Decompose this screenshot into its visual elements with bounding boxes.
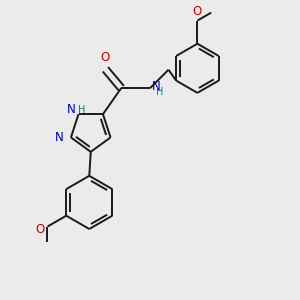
Text: O: O [35,223,45,236]
Text: H: H [157,88,164,98]
Text: O: O [193,5,202,18]
Text: N: N [55,131,64,144]
Text: N: N [152,80,160,93]
Text: O: O [101,51,110,64]
Text: N: N [67,103,76,116]
Text: H: H [78,105,85,115]
